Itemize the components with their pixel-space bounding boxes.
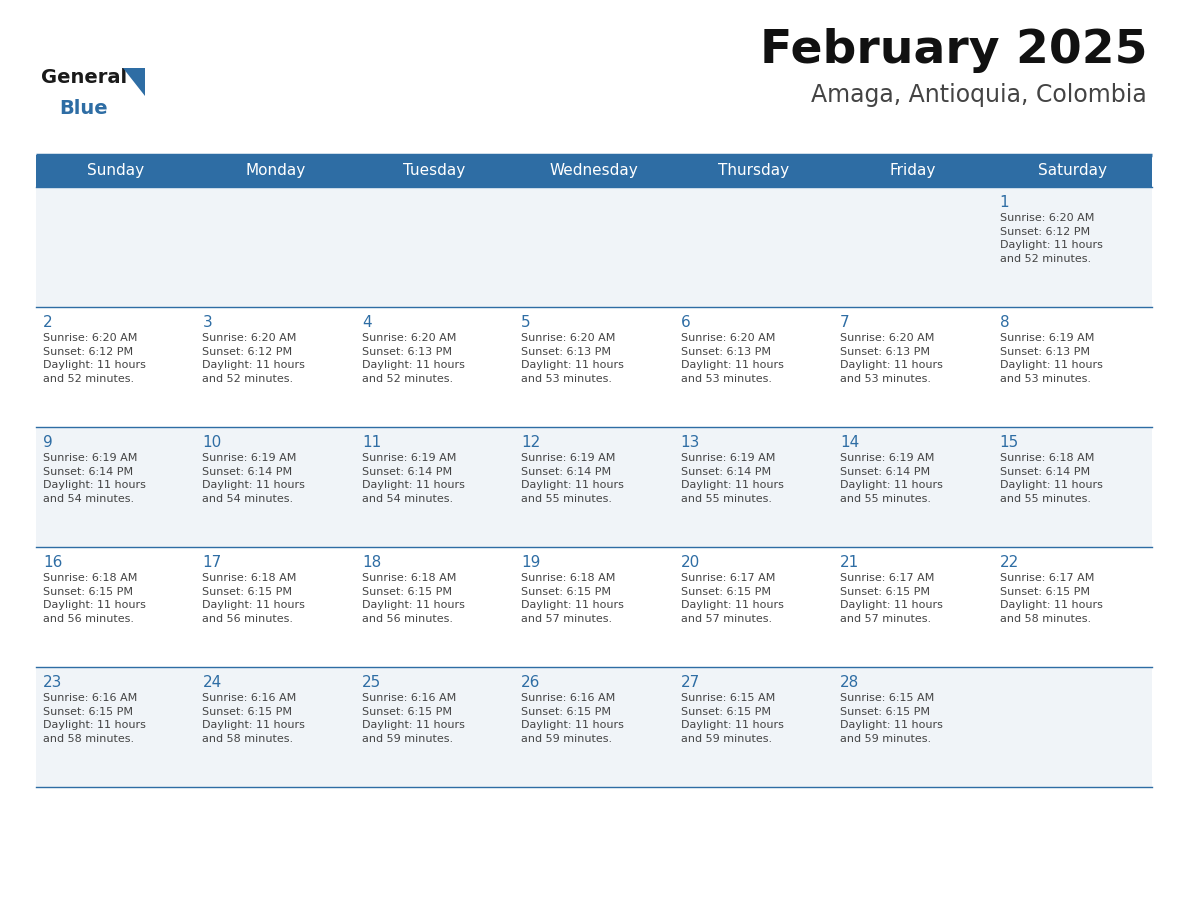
Text: 15: 15 <box>999 435 1019 450</box>
Text: Sunrise: 6:20 AM
Sunset: 6:13 PM
Daylight: 11 hours
and 53 minutes.: Sunrise: 6:20 AM Sunset: 6:13 PM Dayligh… <box>840 333 943 384</box>
Bar <box>36 155 1152 187</box>
Text: February 2025: February 2025 <box>759 28 1146 73</box>
Text: Sunrise: 6:19 AM
Sunset: 6:13 PM
Daylight: 11 hours
and 53 minutes.: Sunrise: 6:19 AM Sunset: 6:13 PM Dayligh… <box>999 333 1102 384</box>
Text: 12: 12 <box>522 435 541 450</box>
Text: Saturday: Saturday <box>1038 163 1107 178</box>
Text: Sunrise: 6:19 AM
Sunset: 6:14 PM
Daylight: 11 hours
and 54 minutes.: Sunrise: 6:19 AM Sunset: 6:14 PM Dayligh… <box>43 453 146 504</box>
Text: 21: 21 <box>840 555 859 570</box>
Text: 13: 13 <box>681 435 700 450</box>
Text: Sunrise: 6:18 AM
Sunset: 6:15 PM
Daylight: 11 hours
and 56 minutes.: Sunrise: 6:18 AM Sunset: 6:15 PM Dayligh… <box>43 573 146 624</box>
Text: Monday: Monday <box>245 163 305 178</box>
Bar <box>36 427 1152 547</box>
Text: 9: 9 <box>43 435 52 450</box>
Text: 7: 7 <box>840 315 849 330</box>
Text: 3: 3 <box>202 315 213 330</box>
Text: Sunrise: 6:20 AM
Sunset: 6:13 PM
Daylight: 11 hours
and 53 minutes.: Sunrise: 6:20 AM Sunset: 6:13 PM Dayligh… <box>681 333 784 384</box>
Text: Sunrise: 6:19 AM
Sunset: 6:14 PM
Daylight: 11 hours
and 54 minutes.: Sunrise: 6:19 AM Sunset: 6:14 PM Dayligh… <box>202 453 305 504</box>
Text: Tuesday: Tuesday <box>404 163 466 178</box>
Text: Sunrise: 6:17 AM
Sunset: 6:15 PM
Daylight: 11 hours
and 57 minutes.: Sunrise: 6:17 AM Sunset: 6:15 PM Dayligh… <box>840 573 943 624</box>
Text: Wednesday: Wednesday <box>550 163 638 178</box>
Text: Sunrise: 6:19 AM
Sunset: 6:14 PM
Daylight: 11 hours
and 55 minutes.: Sunrise: 6:19 AM Sunset: 6:14 PM Dayligh… <box>681 453 784 504</box>
Text: Sunrise: 6:16 AM
Sunset: 6:15 PM
Daylight: 11 hours
and 59 minutes.: Sunrise: 6:16 AM Sunset: 6:15 PM Dayligh… <box>362 693 465 744</box>
Text: 14: 14 <box>840 435 859 450</box>
Text: 24: 24 <box>202 675 222 690</box>
Text: 11: 11 <box>362 435 381 450</box>
Text: 26: 26 <box>522 675 541 690</box>
Text: Thursday: Thursday <box>718 163 789 178</box>
Bar <box>36 307 1152 427</box>
Text: Sunrise: 6:15 AM
Sunset: 6:15 PM
Daylight: 11 hours
and 59 minutes.: Sunrise: 6:15 AM Sunset: 6:15 PM Dayligh… <box>840 693 943 744</box>
Text: Sunrise: 6:19 AM
Sunset: 6:14 PM
Daylight: 11 hours
and 54 minutes.: Sunrise: 6:19 AM Sunset: 6:14 PM Dayligh… <box>362 453 465 504</box>
Text: 19: 19 <box>522 555 541 570</box>
Text: Sunrise: 6:18 AM
Sunset: 6:15 PM
Daylight: 11 hours
and 57 minutes.: Sunrise: 6:18 AM Sunset: 6:15 PM Dayligh… <box>522 573 624 624</box>
Bar <box>36 187 1152 307</box>
Polygon shape <box>124 68 145 96</box>
Text: 17: 17 <box>202 555 222 570</box>
Text: Sunrise: 6:20 AM
Sunset: 6:13 PM
Daylight: 11 hours
and 52 minutes.: Sunrise: 6:20 AM Sunset: 6:13 PM Dayligh… <box>362 333 465 384</box>
Text: Sunrise: 6:20 AM
Sunset: 6:12 PM
Daylight: 11 hours
and 52 minutes.: Sunrise: 6:20 AM Sunset: 6:12 PM Dayligh… <box>202 333 305 384</box>
Text: 20: 20 <box>681 555 700 570</box>
Text: General: General <box>42 68 127 87</box>
Bar <box>36 667 1152 787</box>
Text: 22: 22 <box>999 555 1019 570</box>
Text: 1: 1 <box>999 195 1009 210</box>
Text: 2: 2 <box>43 315 52 330</box>
Text: Blue: Blue <box>59 99 108 118</box>
Text: Sunrise: 6:20 AM
Sunset: 6:12 PM
Daylight: 11 hours
and 52 minutes.: Sunrise: 6:20 AM Sunset: 6:12 PM Dayligh… <box>999 213 1102 263</box>
Text: Sunrise: 6:18 AM
Sunset: 6:15 PM
Daylight: 11 hours
and 56 minutes.: Sunrise: 6:18 AM Sunset: 6:15 PM Dayligh… <box>202 573 305 624</box>
Text: Sunrise: 6:20 AM
Sunset: 6:13 PM
Daylight: 11 hours
and 53 minutes.: Sunrise: 6:20 AM Sunset: 6:13 PM Dayligh… <box>522 333 624 384</box>
Text: 28: 28 <box>840 675 859 690</box>
Text: 23: 23 <box>43 675 63 690</box>
Text: 5: 5 <box>522 315 531 330</box>
Text: 25: 25 <box>362 675 381 690</box>
Text: Sunrise: 6:16 AM
Sunset: 6:15 PM
Daylight: 11 hours
and 58 minutes.: Sunrise: 6:16 AM Sunset: 6:15 PM Dayligh… <box>202 693 305 744</box>
Text: 27: 27 <box>681 675 700 690</box>
Text: 10: 10 <box>202 435 222 450</box>
Text: 6: 6 <box>681 315 690 330</box>
Text: Amaga, Antioquia, Colombia: Amaga, Antioquia, Colombia <box>811 83 1146 107</box>
Text: Sunrise: 6:17 AM
Sunset: 6:15 PM
Daylight: 11 hours
and 58 minutes.: Sunrise: 6:17 AM Sunset: 6:15 PM Dayligh… <box>999 573 1102 624</box>
Text: Sunday: Sunday <box>87 163 144 178</box>
Text: 4: 4 <box>362 315 372 330</box>
Bar <box>36 547 1152 667</box>
Text: Sunrise: 6:20 AM
Sunset: 6:12 PM
Daylight: 11 hours
and 52 minutes.: Sunrise: 6:20 AM Sunset: 6:12 PM Dayligh… <box>43 333 146 384</box>
Text: Sunrise: 6:18 AM
Sunset: 6:14 PM
Daylight: 11 hours
and 55 minutes.: Sunrise: 6:18 AM Sunset: 6:14 PM Dayligh… <box>999 453 1102 504</box>
Text: Sunrise: 6:16 AM
Sunset: 6:15 PM
Daylight: 11 hours
and 59 minutes.: Sunrise: 6:16 AM Sunset: 6:15 PM Dayligh… <box>522 693 624 744</box>
Text: 18: 18 <box>362 555 381 570</box>
Text: 16: 16 <box>43 555 63 570</box>
Text: Friday: Friday <box>890 163 936 178</box>
Text: Sunrise: 6:19 AM
Sunset: 6:14 PM
Daylight: 11 hours
and 55 minutes.: Sunrise: 6:19 AM Sunset: 6:14 PM Dayligh… <box>840 453 943 504</box>
Text: 8: 8 <box>999 315 1009 330</box>
Text: Sunrise: 6:16 AM
Sunset: 6:15 PM
Daylight: 11 hours
and 58 minutes.: Sunrise: 6:16 AM Sunset: 6:15 PM Dayligh… <box>43 693 146 744</box>
Text: Sunrise: 6:17 AM
Sunset: 6:15 PM
Daylight: 11 hours
and 57 minutes.: Sunrise: 6:17 AM Sunset: 6:15 PM Dayligh… <box>681 573 784 624</box>
Text: Sunrise: 6:18 AM
Sunset: 6:15 PM
Daylight: 11 hours
and 56 minutes.: Sunrise: 6:18 AM Sunset: 6:15 PM Dayligh… <box>362 573 465 624</box>
Text: Sunrise: 6:19 AM
Sunset: 6:14 PM
Daylight: 11 hours
and 55 minutes.: Sunrise: 6:19 AM Sunset: 6:14 PM Dayligh… <box>522 453 624 504</box>
Text: Sunrise: 6:15 AM
Sunset: 6:15 PM
Daylight: 11 hours
and 59 minutes.: Sunrise: 6:15 AM Sunset: 6:15 PM Dayligh… <box>681 693 784 744</box>
